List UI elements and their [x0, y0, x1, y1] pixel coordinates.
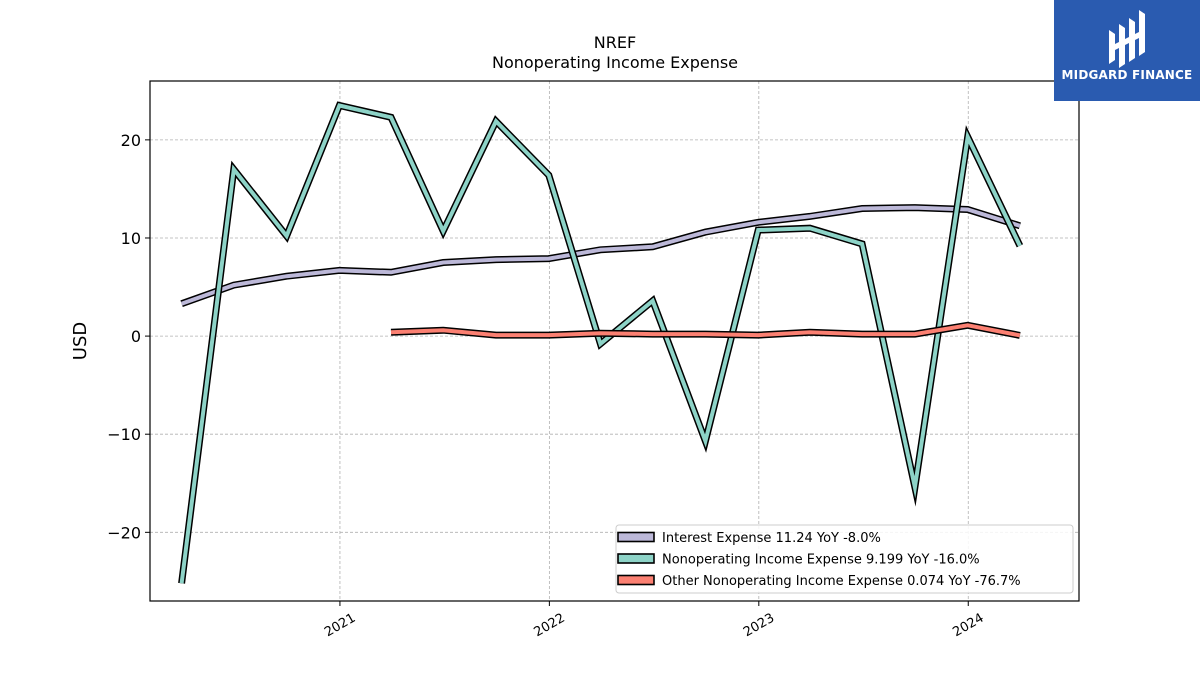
series-line-fill	[390, 323, 1021, 338]
y-tick-label: −20	[107, 523, 141, 542]
legend-swatch	[617, 553, 655, 564]
series-line-outline	[180, 204, 1021, 307]
plot-frame	[149, 80, 1080, 602]
series-line-fill	[180, 205, 1021, 306]
series-line	[180, 204, 1021, 307]
y-axis-label: USD	[70, 322, 91, 360]
chart-subtitle: Nonoperating Income Expense	[492, 53, 738, 72]
series-line-fill	[179, 103, 1022, 584]
midgard-finance-logo: MIDGARD FINANCE	[1054, 0, 1200, 101]
y-tick-label: 10	[121, 229, 141, 248]
logo-text: MIDGARD FINANCE	[1061, 68, 1193, 82]
series-group	[178, 101, 1024, 584]
grid	[150, 81, 1079, 601]
series-line	[390, 321, 1021, 339]
y-tick-group: 20 10 0 −10 −20	[107, 131, 150, 542]
chart-title: NREF	[594, 33, 636, 52]
y-tick-label: 0	[131, 327, 141, 346]
x-tick-label: 2024	[950, 611, 986, 641]
legend-swatch	[617, 531, 655, 543]
legend-entry: Interest Expense 11.24 YoY -8.0%	[662, 531, 881, 546]
x-tick-label: 2021	[322, 611, 358, 641]
x-tick-label: 2023	[741, 611, 777, 641]
x-tick-group: 2021 2022 2023 2024	[322, 601, 987, 641]
x-tick-label: 2022	[532, 611, 568, 641]
legend-box	[615, 524, 1074, 594]
series-line	[178, 101, 1024, 584]
logo-mark-icon	[1109, 10, 1145, 68]
legend: Interest Expense 11.24 YoY -8.0% Nonopera…	[615, 524, 1074, 594]
legend-entry: Other Nonoperating Income Expense 0.074 …	[662, 574, 1021, 589]
y-tick-label: 20	[121, 131, 141, 150]
legend-swatch	[617, 574, 655, 586]
legend-entry: Nonoperating Income Expense 9.199 YoY -1…	[662, 553, 980, 568]
y-tick-label: −10	[107, 425, 141, 444]
